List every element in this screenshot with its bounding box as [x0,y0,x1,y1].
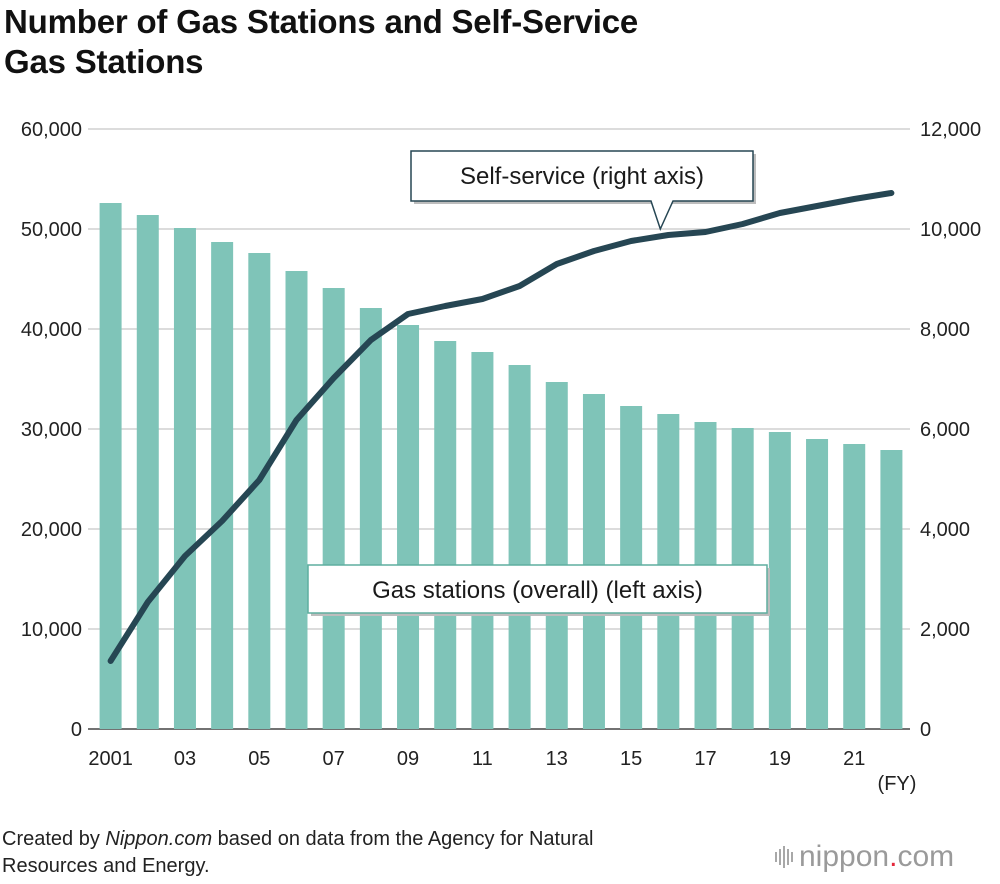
left-tick-label: 40,000 [21,319,82,341]
x-tick-label: 07 [323,748,345,770]
bar [806,439,829,729]
callout-self-service-label: Self-service (right axis) [460,163,704,190]
bar [545,382,568,729]
x-tick-label: 13 [546,748,568,770]
bar [99,203,122,729]
bar [397,325,420,729]
chart-title-line-2: Gas Stations [4,43,204,80]
callout-gas-stations-label: Gas stations (overall) (left axis) [372,577,703,604]
x-tick-label: 05 [248,748,270,770]
left-tick-label: 10,000 [21,619,82,641]
left-tick-label: 60,000 [21,119,82,141]
callout-gas-stations-box [307,564,768,614]
chart-title-line-1: Number of Gas Stations and Self-Service [4,3,639,40]
left-axis: 0 10,000 20,000 30,000 40,000 50,000 60,000 [21,119,82,741]
x-axis-unit-label: (FY) [878,773,917,795]
chart-title: Number of Gas Stations and Self-Service … [4,2,638,82]
bar [248,253,271,729]
source-note: Created by Nippon.com based on data from… [2,828,594,877]
right-tick-label: 2,000 [920,619,970,641]
right-tick-label: 6,000 [920,419,970,441]
right-tick-label: 4,000 [920,519,970,541]
source-brand: Nippon.com [105,828,213,850]
bar [136,215,159,729]
x-tick-label: 19 [769,748,791,770]
x-tick-label: 21 [843,748,865,770]
right-tick-label: 10,000 [920,219,981,241]
right-tick-label: 8,000 [920,319,970,341]
left-tick-label: 30,000 [21,419,82,441]
left-tick-label: 50,000 [21,219,82,241]
left-tick-label: 20,000 [21,519,82,541]
x-tick-label: 11 [472,748,493,770]
bar [211,242,234,729]
bar [173,228,196,729]
bar [582,394,605,729]
line-series-self-service [107,190,895,664]
bar [880,450,903,729]
self-service-line [107,190,895,664]
bar [471,352,494,729]
bar-series-gas-stations [99,203,903,729]
x-axis: 2001 03 05 07 09 11 13 15 17 19 21 (FY) [88,748,916,795]
right-tick-label: 12,000 [920,119,981,141]
x-tick-label: 03 [174,748,196,770]
bar [434,341,457,729]
bar [508,365,531,729]
bar [843,444,866,729]
bar [322,288,345,729]
logo-bars-icon [775,846,793,868]
x-tick-label: 15 [620,748,642,770]
bar [359,308,382,729]
x-tick-label: 09 [397,748,419,770]
x-tick-label: 17 [694,748,716,770]
right-tick-label: 0 [920,719,931,741]
annotations: Self-service (right axis) Gas stations (o… [307,150,770,616]
nippon-logo: nippon. com [775,840,954,874]
x-tick-label: 2001 [88,748,133,770]
bar [285,271,308,729]
left-tick-label: 0 [71,719,82,741]
right-axis: 0 2,000 4,000 6,000 8,000 10,000 12,000 [920,119,981,741]
bar [768,432,791,729]
callout-self-service-box [410,150,754,232]
